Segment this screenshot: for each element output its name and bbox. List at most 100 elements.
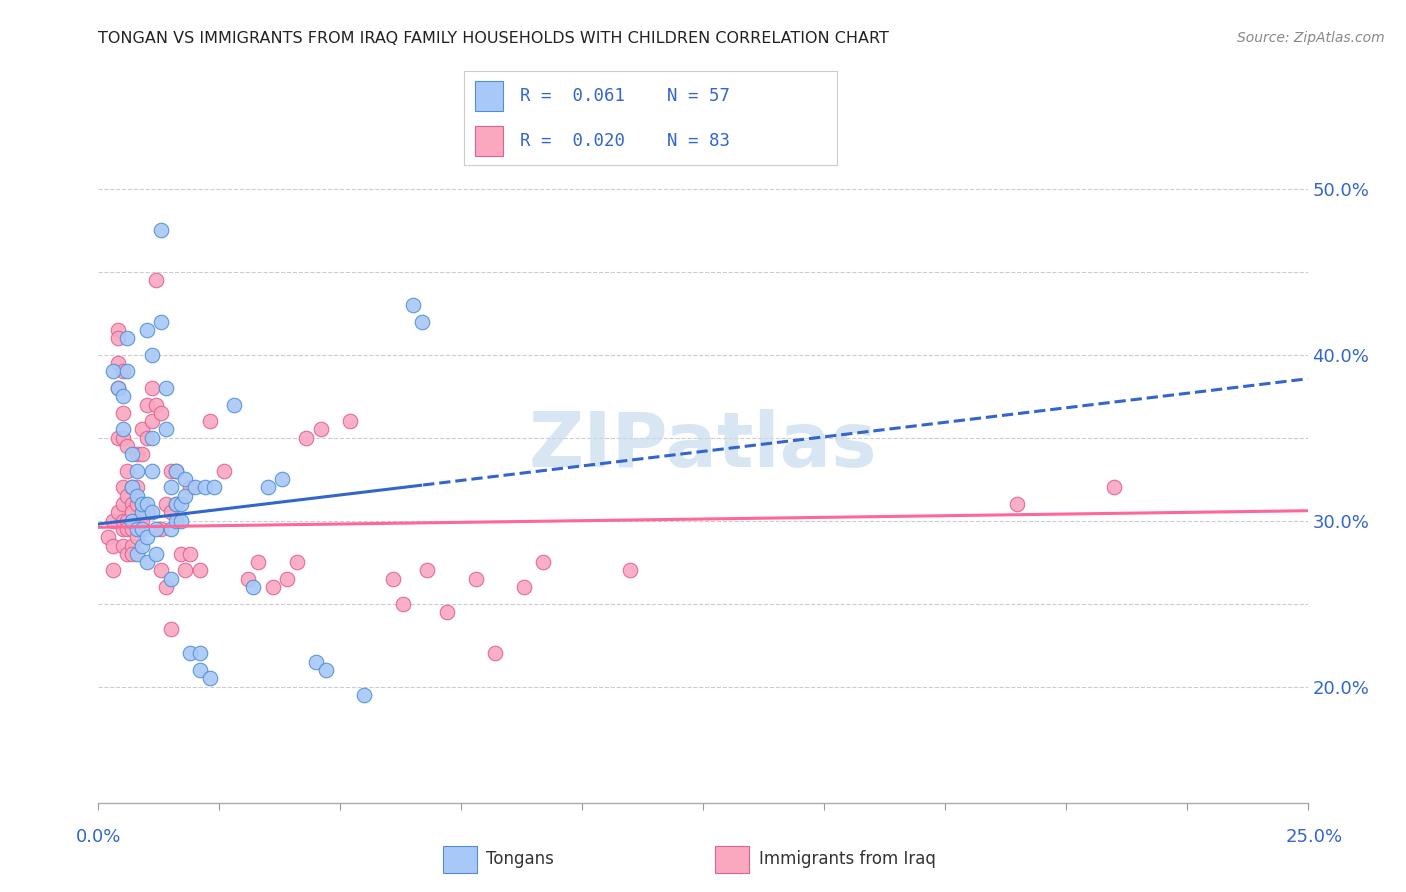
Point — [169, 514, 191, 528]
Point — [121, 481, 143, 495]
Point — [97, 530, 120, 544]
Point — [127, 489, 149, 503]
Point — [150, 314, 173, 328]
Point — [285, 555, 308, 569]
Point — [135, 505, 157, 519]
Point — [165, 497, 187, 511]
Point — [111, 422, 134, 436]
Point — [121, 514, 143, 528]
Point — [121, 497, 143, 511]
Point — [141, 414, 163, 428]
Point — [121, 481, 143, 495]
Point — [145, 397, 167, 411]
Point — [165, 497, 187, 511]
Point — [165, 464, 187, 478]
Point — [107, 381, 129, 395]
Point — [160, 464, 183, 478]
Point — [131, 514, 153, 528]
Point — [131, 422, 153, 436]
Point — [101, 364, 124, 378]
Point — [165, 514, 187, 528]
Point — [111, 481, 134, 495]
Point — [150, 223, 173, 237]
Point — [392, 597, 415, 611]
Point — [169, 547, 191, 561]
Point — [135, 497, 157, 511]
Point — [198, 671, 221, 685]
Point — [131, 505, 153, 519]
Point — [276, 572, 298, 586]
Point — [160, 622, 183, 636]
Point — [131, 497, 153, 511]
Point — [382, 572, 405, 586]
Text: Source: ZipAtlas.com: Source: ZipAtlas.com — [1237, 31, 1385, 45]
Point — [155, 422, 177, 436]
Point — [131, 539, 153, 553]
Point — [145, 273, 167, 287]
Point — [145, 547, 167, 561]
Point — [464, 572, 486, 586]
Point — [135, 530, 157, 544]
Point — [117, 364, 139, 378]
Point — [353, 688, 375, 702]
Point — [107, 323, 129, 337]
Point — [107, 356, 129, 370]
Point — [141, 505, 163, 519]
Point — [160, 505, 183, 519]
Point — [174, 564, 197, 578]
Point — [513, 580, 536, 594]
Point — [155, 381, 177, 395]
Text: Tongans: Tongans — [486, 849, 554, 868]
Point — [436, 605, 458, 619]
Point — [184, 481, 207, 495]
Point — [160, 572, 183, 586]
Point — [150, 522, 173, 536]
Point — [242, 580, 264, 594]
Text: R =  0.020    N = 83: R = 0.020 N = 83 — [520, 132, 730, 150]
Point — [531, 555, 554, 569]
Point — [117, 489, 139, 503]
Point — [339, 414, 361, 428]
Point — [111, 514, 134, 528]
Point — [121, 539, 143, 553]
Bar — [475, 81, 503, 111]
Point — [179, 481, 201, 495]
Point — [150, 406, 173, 420]
Point — [121, 447, 143, 461]
Point — [117, 331, 139, 345]
Point — [145, 522, 167, 536]
Y-axis label: Family Households with Children: Family Households with Children — [0, 311, 8, 581]
Point — [411, 314, 433, 328]
Point — [174, 489, 197, 503]
Point — [135, 555, 157, 569]
Point — [295, 431, 318, 445]
Point — [111, 431, 134, 445]
Point — [111, 497, 134, 511]
Point — [101, 539, 124, 553]
Text: TONGAN VS IMMIGRANTS FROM IRAQ FAMILY HOUSEHOLDS WITH CHILDREN CORRELATION CHART: TONGAN VS IMMIGRANTS FROM IRAQ FAMILY HO… — [98, 31, 890, 46]
Point — [127, 481, 149, 495]
Bar — [443, 847, 477, 873]
Point — [141, 431, 163, 445]
Point — [194, 481, 217, 495]
Point — [117, 522, 139, 536]
Point — [619, 564, 641, 578]
Point — [117, 439, 139, 453]
Point — [1007, 497, 1029, 511]
Point — [160, 481, 183, 495]
Point — [117, 464, 139, 478]
Point — [111, 539, 134, 553]
Point — [127, 497, 149, 511]
Point — [101, 564, 124, 578]
Text: ZIPatlas: ZIPatlas — [529, 409, 877, 483]
Point — [1102, 481, 1125, 495]
Point — [111, 389, 134, 403]
Point — [256, 481, 278, 495]
Point — [127, 522, 149, 536]
Point — [117, 514, 139, 528]
Point — [169, 497, 191, 511]
Point — [141, 464, 163, 478]
Point — [101, 514, 124, 528]
Point — [111, 406, 134, 420]
Point — [135, 323, 157, 337]
